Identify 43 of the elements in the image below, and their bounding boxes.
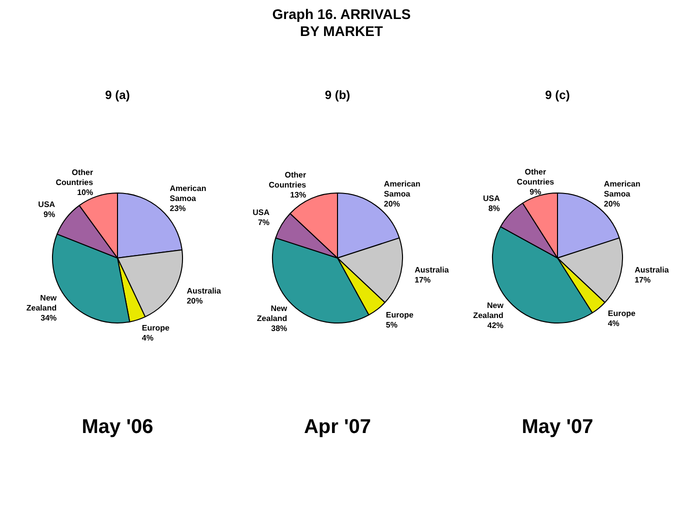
data-label: 20%: [604, 199, 620, 208]
chart-title: 9 (c): [544, 88, 571, 104]
slice-label: Europe: [386, 310, 414, 320]
slice-label: New Zealand: [256, 304, 288, 324]
data-label: 10%: [77, 188, 94, 198]
slice-label: Other Countries: [516, 167, 555, 186]
text: May '07: [520, 416, 594, 439]
slice-label: New Zealand: [26, 294, 58, 313]
slice-label: American Samoa: [604, 179, 641, 198]
data-label: 17%: [634, 275, 651, 284]
data-label: 9%: [530, 187, 542, 196]
text: Apr '07: [302, 416, 372, 439]
slice-label: Europe: [142, 323, 170, 332]
slice-label: American Samoa: [384, 179, 421, 198]
data-label: 34%: [40, 314, 57, 323]
data-label: 7%: [258, 218, 270, 227]
data-label: 5%: [386, 320, 398, 330]
data-label: 38%: [271, 324, 288, 334]
chart-title: 9 (b): [324, 88, 352, 104]
data-label: 4%: [608, 319, 620, 328]
slice-label: USA: [252, 208, 270, 217]
data-label: 8%: [488, 204, 500, 214]
data-label: 17%: [414, 275, 431, 284]
data-label: 42%: [487, 320, 504, 330]
slice-label: Australia: [186, 286, 222, 296]
slice-label: American Samoa: [170, 184, 206, 203]
data-label: 13%: [290, 190, 306, 200]
slice-label: New Zealand: [473, 300, 504, 320]
slice-label: Other Countries: [56, 168, 94, 188]
slice-label: Europe: [608, 309, 636, 318]
data-label: 4%: [142, 333, 154, 342]
slice-label: USA: [38, 200, 56, 209]
slice-label: Australia: [414, 265, 450, 274]
text: Graph 16. ARRIVALS BY MARKET: [272, 6, 412, 40]
data-label: 20%: [384, 199, 400, 208]
data-label: 23%: [170, 204, 186, 213]
data-label: 9%: [44, 210, 56, 219]
slice-label: Australia: [634, 265, 670, 274]
data-label: 20%: [186, 296, 203, 306]
chart-title: 9 (a): [104, 88, 131, 104]
text: May '06: [80, 416, 154, 439]
slice-label: USA: [483, 194, 500, 204]
slice-label: Other Countries: [268, 170, 307, 190]
